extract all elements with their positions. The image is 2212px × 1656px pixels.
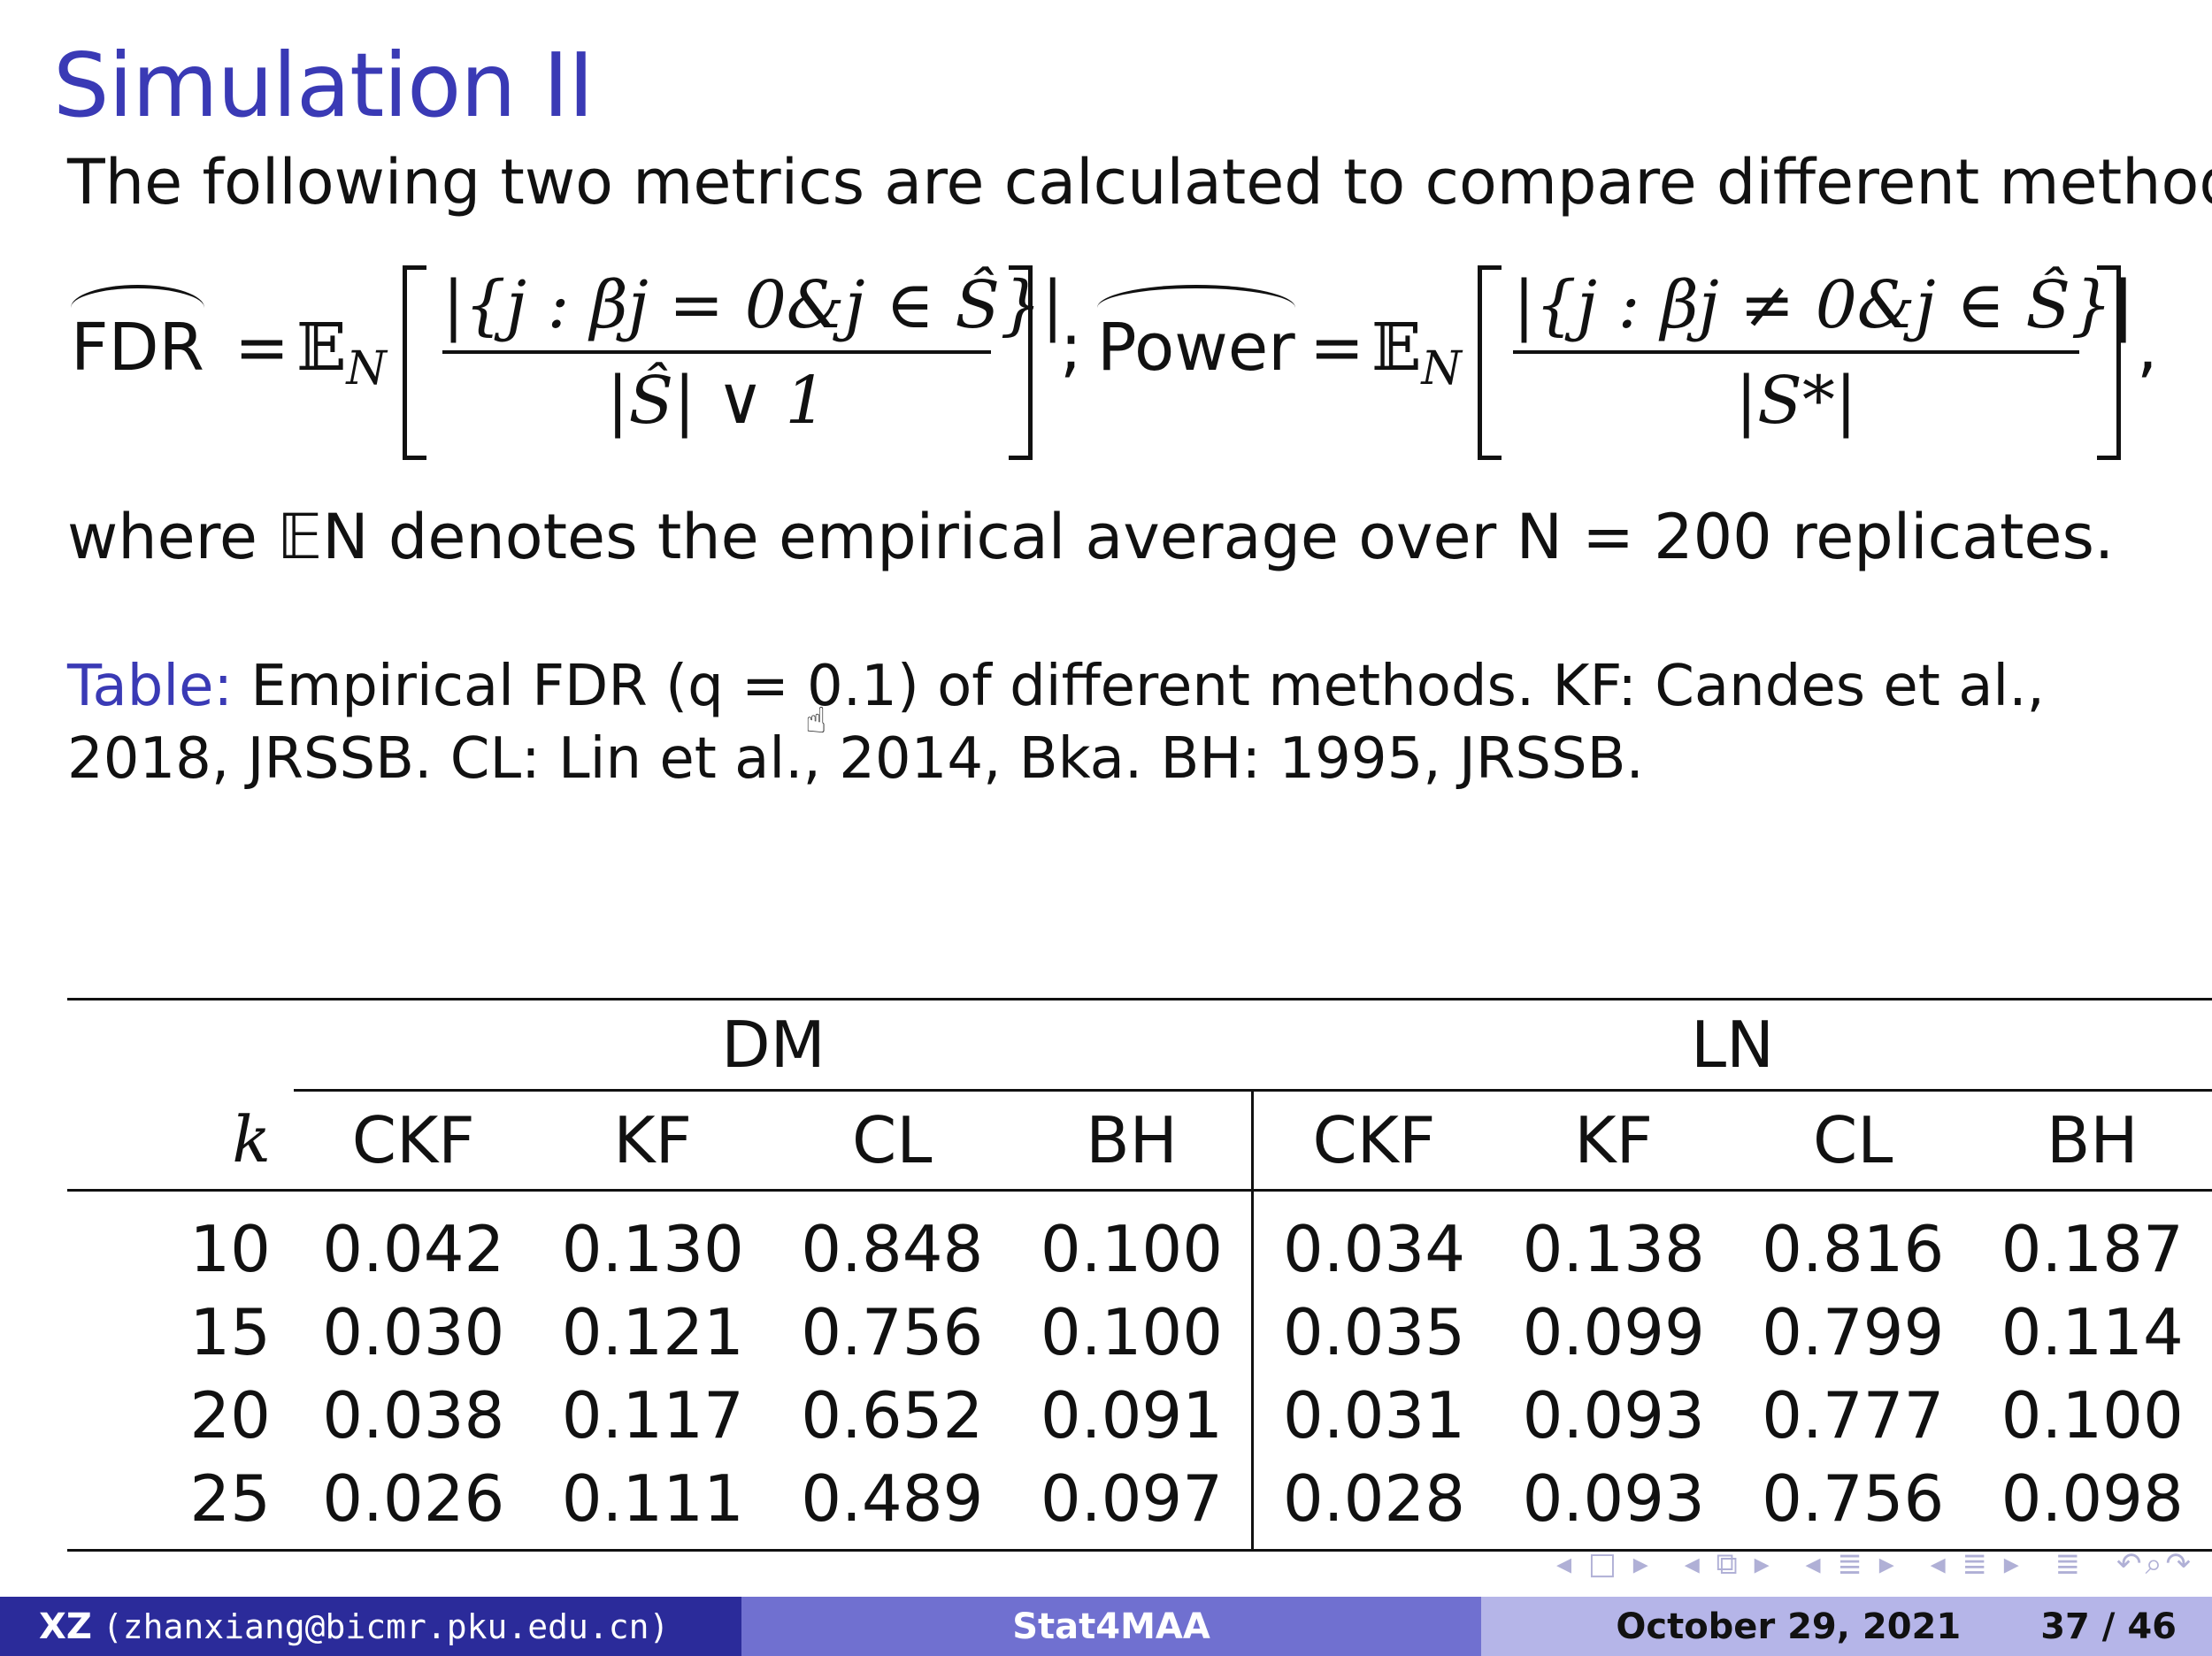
- nav-subsection-icon[interactable]: ◂ ≣ ▸: [1805, 1546, 1898, 1582]
- fdr-cell: 0.093: [1522, 1378, 1705, 1453]
- column-header: CL: [1812, 1103, 1893, 1177]
- fdr-cell: 0.489: [772, 1457, 1012, 1552]
- fdr-cell: 0.091: [1011, 1374, 1255, 1457]
- power-right-bracket: [2097, 265, 2121, 460]
- column-header: CKF: [351, 1103, 475, 1177]
- slide-footer: XZ (zhanxiang@bicmr.pku.edu.cn) Stat4MAA …: [0, 1597, 2212, 1656]
- fdr-cell: 0.777: [1762, 1378, 1945, 1453]
- where-text: where 𝔼N denotes the empirical average o…: [67, 501, 2115, 573]
- footer-short-title: Stat4MAA: [741, 1597, 1481, 1656]
- formula-trailing-comma: ,: [2137, 310, 2158, 386]
- column-header: BH: [1011, 1090, 1255, 1191]
- table-row: 10 0.042 0.130 0.848 0.100 0.034 0.138 0.816 0.1…: [67, 1190, 2212, 1291]
- fdr-cell: 0.848: [801, 1212, 984, 1286]
- fdr-left-bracket: [403, 265, 426, 460]
- power-numerator: |{j : βj ≠ 0&j ∈ Ŝ}|: [1513, 267, 2135, 343]
- table-row: 20 0.038 0.117 0.652 0.091 0.031 0.093 0.777 0.1…: [67, 1374, 2212, 1457]
- fdr-cell: 0.038: [322, 1378, 505, 1453]
- fdr-cell: 0.100: [2001, 1378, 2184, 1453]
- fdr-cell: 0.117: [561, 1378, 744, 1453]
- fdr-cell: 0.026: [294, 1457, 534, 1552]
- beamer-navigation[interactable]: ◂ □ ▸ ◂ ⧉ ▸ ◂ ≣ ▸ ◂ ≣ ▸ ≣ ↶⌕↷: [1537, 1546, 2194, 1582]
- fdr-cell: 0.121: [561, 1295, 744, 1369]
- caption-text: Empirical FDR (q = 0.1) of different met…: [67, 654, 2045, 792]
- formula-separator: ;: [1060, 310, 1082, 386]
- fdr-cell: 0.816: [1762, 1212, 1945, 1286]
- fdr-cell: 0.100: [1011, 1291, 1255, 1374]
- nav-section-icon[interactable]: ◂ ≣ ▸: [1930, 1546, 2023, 1582]
- fdr-denominator: |Ŝ| ∨ 1: [606, 363, 827, 439]
- nav-frame-icon[interactable]: ◂ ⧉ ▸: [1684, 1546, 1773, 1582]
- fdr-label: FDR: [71, 285, 204, 386]
- fdr-cell: 0.034: [1282, 1212, 1466, 1286]
- fdr-cell: 0.130: [561, 1212, 744, 1286]
- metrics-formula: FDR = 𝔼N |{j : βj = 0&j ∈ Ŝ}| |Ŝ| ∨ 1 ; …: [71, 257, 2159, 478]
- row-k-value: 25: [67, 1457, 294, 1552]
- intro-text: The following two metrics are calculated…: [67, 146, 2212, 218]
- power-equals: =: [1310, 310, 1365, 386]
- column-header: CL: [852, 1103, 933, 1177]
- footer-date-page: October 29, 2021 37 / 46: [1481, 1597, 2212, 1656]
- caption-label: Table:: [67, 654, 234, 719]
- power-denominator: |S*|: [1735, 363, 1857, 439]
- table-row: 25 0.026 0.111 0.489 0.097 0.028 0.093 0.756 0.0…: [67, 1457, 2212, 1552]
- fdr-equals: =: [234, 310, 290, 386]
- power-label: Power: [1097, 285, 1295, 386]
- column-header: CKF: [1312, 1103, 1436, 1177]
- group-header-dm: DM: [294, 1000, 1253, 1092]
- power-left-bracket: [1478, 265, 1502, 460]
- fdr-cell: 0.035: [1282, 1295, 1466, 1369]
- footer-author: XZ (zhanxiang@bicmr.pku.edu.cn): [0, 1597, 741, 1656]
- fdr-cell: 0.030: [322, 1295, 505, 1369]
- fdr-cell: 0.652: [801, 1378, 984, 1453]
- nav-search-undo-icon[interactable]: ↶⌕↷: [2116, 1546, 2194, 1582]
- table-row: 15 0.030 0.121 0.756 0.100 0.035 0.099 0.799 0.1…: [67, 1291, 2212, 1374]
- group-header-ln: LN: [1252, 1000, 2212, 1092]
- row-k-value: 15: [189, 1295, 271, 1369]
- fdr-cell: 0.098: [1972, 1457, 2212, 1552]
- footer-page-number: 37 / 46: [2040, 1606, 2177, 1647]
- column-header: KF: [1574, 1103, 1653, 1177]
- fdr-fraction: |{j : βj = 0&j ∈ Ŝ}| |Ŝ| ∨ 1: [442, 267, 1064, 439]
- fdr-cell: 0.042: [322, 1212, 505, 1286]
- fdr-cell: 0.111: [533, 1457, 772, 1552]
- nav-slide-icon[interactable]: ◂ □ ▸: [1556, 1546, 1652, 1582]
- fdr-cell: 0.114: [2001, 1295, 2184, 1369]
- nav-align-icon[interactable]: ≣: [2055, 1546, 2085, 1582]
- fdr-cell: 0.097: [1011, 1457, 1255, 1552]
- fdr-right-bracket: [1009, 265, 1033, 460]
- footer-date: October 29, 2021: [1616, 1606, 1962, 1647]
- fdr-cell: 0.099: [1522, 1295, 1705, 1369]
- fdr-cell: 0.100: [1011, 1190, 1255, 1291]
- slide-title: Simulation II: [53, 34, 594, 137]
- fdr-numerator: |{j : βj = 0&j ∈ Ŝ}|: [442, 267, 1064, 343]
- power-expectation: 𝔼N: [1371, 310, 1462, 395]
- table-caption: Table: Empirical FDR (q = 0.1) of differ…: [67, 650, 2173, 795]
- column-header: BH: [2046, 1103, 2139, 1177]
- fdr-cell: 0.799: [1762, 1295, 1945, 1369]
- fdr-cell: 0.187: [2001, 1212, 2184, 1286]
- fdr-cell: 0.756: [801, 1295, 984, 1369]
- k-header: k: [232, 1102, 271, 1177]
- fdr-cell: 0.028: [1252, 1457, 1494, 1552]
- row-k-value: 10: [189, 1212, 271, 1286]
- fdr-cell: 0.093: [1494, 1457, 1733, 1552]
- fdr-cell: 0.138: [1522, 1212, 1705, 1286]
- fdr-expectation: 𝔼N: [296, 310, 387, 395]
- column-header: KF: [613, 1103, 693, 1177]
- fdr-results-table: DM LN k CKF KF CL BH CKF KF CL BH 10 0.042 0.130 0…: [67, 998, 2212, 1552]
- power-fraction: |{j : βj ≠ 0&j ∈ Ŝ}| |S*|: [1513, 267, 2135, 439]
- hand-cursor-icon: ☝: [805, 701, 827, 741]
- row-k-value: 20: [189, 1378, 271, 1453]
- fdr-cell: 0.756: [1732, 1457, 1973, 1552]
- fdr-cell: 0.031: [1282, 1378, 1466, 1453]
